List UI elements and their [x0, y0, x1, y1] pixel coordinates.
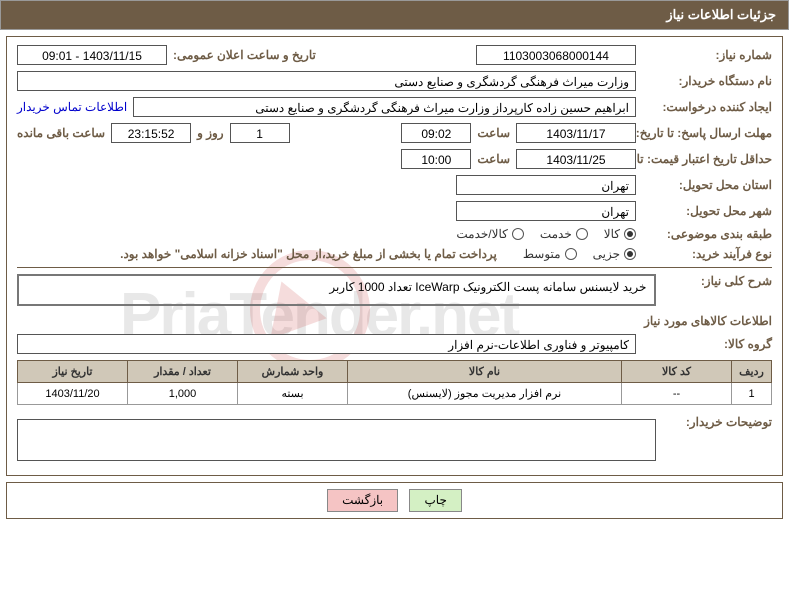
- cell-name: نرم افزار مدیریت مجوز (لایسنس): [348, 383, 622, 405]
- radio-partial[interactable]: [624, 248, 636, 260]
- items-table: ردیف کد کالا نام کالا واحد شمارش تعداد /…: [17, 360, 772, 405]
- footer-buttons: چاپ بازگشت: [6, 482, 783, 519]
- payment-note: پرداخت تمام یا بخشی از مبلغ خرید،از محل …: [120, 247, 497, 261]
- buyer-notes-label: توضیحات خریدار:: [662, 415, 772, 429]
- need-no-value: 1103003068000144: [476, 45, 636, 65]
- province-value: تهران: [456, 175, 636, 195]
- buyer-org-value: وزارت میراث فرهنگی گردشگری و صنایع دستی: [17, 71, 636, 91]
- cell-qty: 1,000: [128, 383, 238, 405]
- th-qty: تعداد / مقدار: [128, 361, 238, 383]
- announce-label: تاریخ و ساعت اعلان عمومی:: [173, 48, 316, 62]
- th-name: نام کالا: [348, 361, 622, 383]
- cell-unit: بسته: [238, 383, 348, 405]
- province-label: استان محل تحویل:: [642, 178, 772, 192]
- group-label: گروه کالا:: [642, 337, 772, 351]
- table-row: 1 -- نرم افزار مدیریت مجوز (لایسنس) بسته…: [18, 383, 772, 405]
- cat-goods-label: کالا: [604, 227, 620, 241]
- validity-date: 1403/11/25: [516, 149, 636, 169]
- time-label-2: ساعت: [477, 152, 510, 166]
- buyer-notes-box: [17, 419, 656, 461]
- print-button[interactable]: چاپ: [409, 489, 461, 512]
- proc-partial-label: جزیی: [593, 247, 620, 261]
- category-label: طبقه بندی موضوعی:: [642, 227, 772, 241]
- panel-title: جزئیات اطلاعات نیاز: [666, 7, 776, 22]
- radio-service[interactable]: [576, 228, 588, 240]
- panel-header: جزئیات اطلاعات نیاز: [0, 0, 789, 30]
- radio-medium[interactable]: [565, 248, 577, 260]
- cell-code: --: [622, 383, 732, 405]
- remain-days: 1: [230, 123, 290, 143]
- deadline-reply-date: 1403/11/17: [516, 123, 636, 143]
- overall-desc-box: خرید لایسنس سامانه پست الکترونیک IceWarp…: [17, 274, 656, 306]
- th-date: تاریخ نیاز: [18, 361, 128, 383]
- city-value: تهران: [456, 201, 636, 221]
- process-radio-group: جزیی متوسط: [523, 247, 636, 261]
- cell-date: 1403/11/20: [18, 383, 128, 405]
- radio-both[interactable]: [512, 228, 524, 240]
- cat-both-label: کالا/خدمت: [456, 227, 507, 241]
- contact-link[interactable]: اطلاعات تماس خریدار: [17, 100, 127, 114]
- deadline-reply-label: مهلت ارسال پاسخ: تا تاریخ:: [642, 126, 772, 140]
- city-label: شهر محل تحویل:: [642, 204, 772, 218]
- overall-desc-label: شرح کلی نیاز:: [662, 274, 772, 288]
- group-value: کامپیوتر و فناوری اطلاعات-نرم افزار: [17, 334, 636, 354]
- requester-label: ایجاد کننده درخواست:: [642, 100, 772, 114]
- remain-suffix: ساعت باقی مانده: [17, 126, 105, 140]
- th-code: کد کالا: [622, 361, 732, 383]
- validity-time: 10:00: [401, 149, 471, 169]
- table-header-row: ردیف کد کالا نام کالا واحد شمارش تعداد /…: [18, 361, 772, 383]
- time-label-1: ساعت: [477, 126, 510, 140]
- proc-medium-label: متوسط: [523, 247, 561, 261]
- process-label: نوع فرآیند خرید:: [642, 247, 772, 261]
- radio-goods[interactable]: [624, 228, 636, 240]
- items-info-title: اطلاعات کالاهای مورد نیاز: [17, 314, 772, 328]
- announce-value: 1403/11/15 - 09:01: [17, 45, 167, 65]
- remain-time: 23:15:52: [111, 123, 191, 143]
- buyer-org-label: نام دستگاه خریدار:: [642, 74, 772, 88]
- th-row: ردیف: [732, 361, 772, 383]
- deadline-reply-time: 09:02: [401, 123, 471, 143]
- requester-value: ابراهیم حسین زاده کارپرداز وزارت میراث ف…: [133, 97, 636, 117]
- overall-desc-text: خرید لایسنس سامانه پست الکترونیک IceWarp…: [329, 280, 646, 294]
- cat-service-label: خدمت: [540, 227, 572, 241]
- back-button[interactable]: بازگشت: [327, 489, 398, 512]
- th-unit: واحد شمارش: [238, 361, 348, 383]
- cell-row: 1: [732, 383, 772, 405]
- days-and-label: روز و: [197, 126, 224, 140]
- validity-label: حداقل تاریخ اعتبار قیمت: تا تاریخ:: [642, 152, 772, 166]
- category-radio-group: کالا خدمت کالا/خدمت: [456, 227, 636, 241]
- need-no-label: شماره نیاز:: [642, 48, 772, 62]
- main-panel: شماره نیاز: 1103003068000144 تاریخ و ساع…: [6, 36, 783, 476]
